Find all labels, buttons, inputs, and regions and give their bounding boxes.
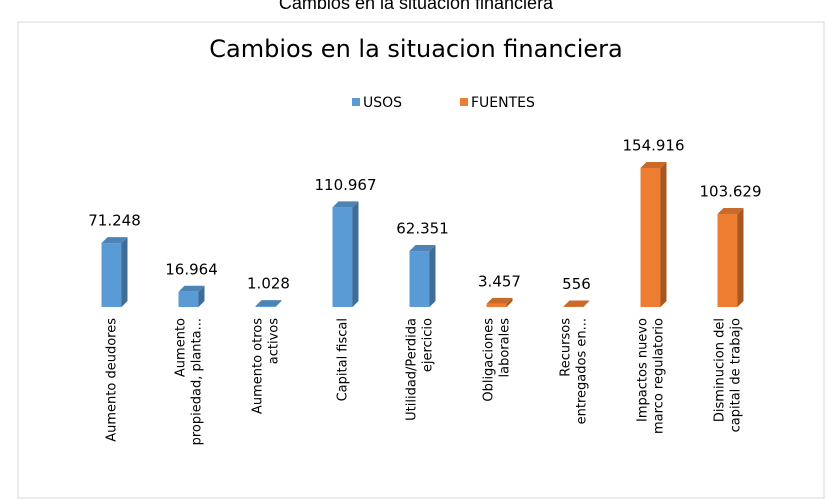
- bar-top: [486, 297, 513, 304]
- bar-front: [409, 251, 430, 307]
- bar-side: [352, 201, 359, 307]
- x-tick-label: Utilidad/Perdidaejercicio: [404, 318, 435, 421]
- data-label: 3.457: [478, 272, 521, 290]
- bar: [178, 285, 205, 307]
- bar: [486, 297, 513, 307]
- bar-top: [101, 237, 128, 244]
- data-label: 16.964: [165, 260, 218, 278]
- bar: [101, 237, 128, 307]
- data-label: 71.248: [88, 212, 141, 230]
- x-tick-line: Disminucion del: [712, 318, 727, 422]
- x-tick-label: Recursosentregados en...: [558, 318, 589, 425]
- x-tick-line: Utilidad/Perdida: [404, 318, 419, 421]
- bar-front: [178, 291, 199, 307]
- x-tick-line: Aumento: [173, 318, 188, 377]
- x-tick-line: entregados en...: [574, 318, 589, 424]
- x-tick-line: propiedad, planta...: [189, 318, 204, 445]
- data-label: 154.916: [622, 137, 684, 155]
- bar-top: [409, 245, 436, 252]
- x-tick-line: Aumento deudores: [104, 318, 119, 442]
- data-label: 103.629: [699, 183, 761, 201]
- x-tick-line: marco regulatorio: [651, 318, 666, 434]
- x-tick-line: Aumento otros: [250, 318, 265, 414]
- data-label: 110.967: [314, 176, 376, 194]
- x-tick-label: Capital fiscal: [335, 318, 350, 401]
- bar-front: [717, 214, 738, 307]
- x-tick-label: Disminucion delcapital de trabajo: [712, 318, 743, 432]
- bar: [255, 300, 282, 307]
- bar-side: [506, 297, 513, 307]
- bar-top: [255, 300, 282, 307]
- bar-side: [121, 237, 128, 307]
- bar-front: [640, 168, 661, 307]
- bar-top: [332, 201, 359, 208]
- bar-side: [198, 285, 205, 307]
- bar-top: [563, 300, 590, 307]
- bar-side: [429, 245, 436, 307]
- bar-side: [275, 300, 282, 307]
- legend-swatch: [460, 98, 468, 106]
- bar-front: [486, 303, 507, 307]
- page-title: Cambios en la situacion financiera: [279, 0, 554, 13]
- legend-label: FUENTES: [471, 95, 535, 111]
- bar-side: [660, 162, 667, 307]
- x-tick-line: Impactos nuevo: [635, 318, 650, 422]
- x-tick-line: Recursos: [558, 318, 573, 377]
- bar-top: [178, 285, 205, 292]
- x-tick-line: capital de trabajo: [728, 318, 743, 432]
- bar-side: [583, 300, 590, 307]
- x-tick-line: activos: [266, 318, 281, 364]
- x-tick-label: Aumento otrosactivos: [250, 318, 281, 414]
- x-tick-label: Impactos nuevomarco regulatorio: [635, 318, 666, 434]
- bar-front: [332, 207, 353, 307]
- x-tick-label: Aumento deudores: [104, 318, 119, 442]
- bar: [717, 208, 744, 307]
- x-tick-label: Obligacioneslaborales: [481, 318, 512, 402]
- chart-title: Cambios en la situacion financiera: [209, 35, 623, 63]
- x-tick-label: Aumentopropiedad, planta...: [173, 318, 204, 445]
- bar: [640, 162, 667, 307]
- bar-front: [255, 306, 276, 307]
- bar-side: [737, 208, 744, 307]
- x-tick-line: Capital fiscal: [335, 318, 350, 401]
- bar: [332, 201, 359, 307]
- legend-swatch: [352, 98, 360, 106]
- legend-label: USOS: [363, 95, 402, 111]
- data-label: 556: [562, 275, 591, 293]
- bar-front: [101, 243, 122, 307]
- bar-top: [717, 208, 744, 215]
- data-label: 1.028: [247, 275, 290, 293]
- x-tick-line: laborales: [497, 318, 512, 378]
- bar: [563, 300, 590, 307]
- x-tick-line: Obligaciones: [481, 318, 496, 402]
- data-label: 62.351: [396, 220, 449, 238]
- bar: [409, 245, 436, 307]
- x-tick-line: ejercicio: [420, 318, 435, 372]
- bar-top: [640, 162, 667, 168]
